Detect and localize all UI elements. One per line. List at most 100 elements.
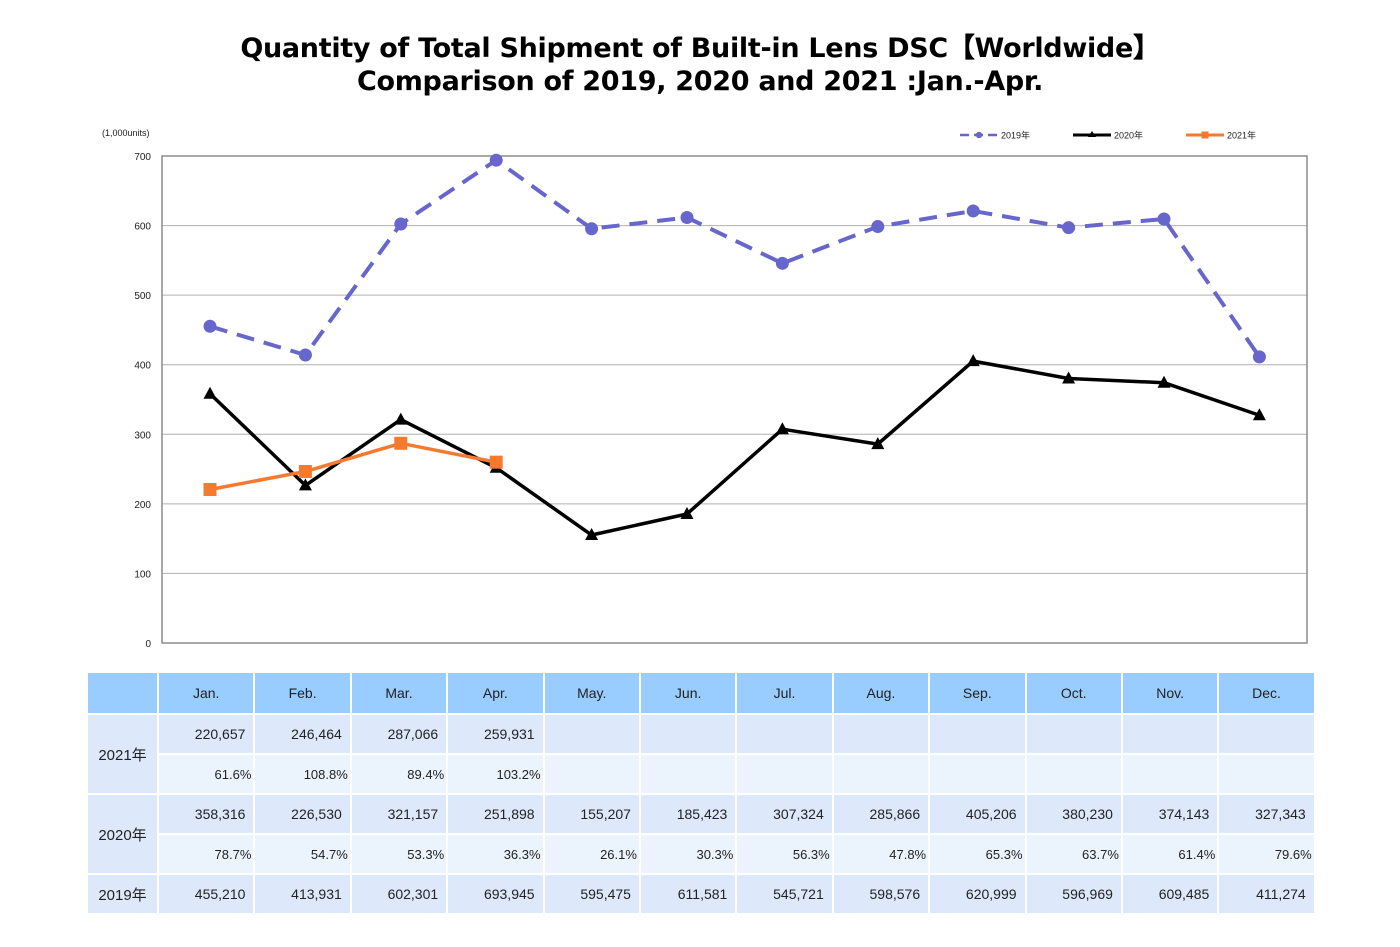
legend-marker bbox=[975, 131, 983, 139]
cell-quantity bbox=[640, 715, 736, 753]
cell-percent: 65.3% bbox=[930, 835, 1025, 873]
data-point bbox=[966, 354, 980, 367]
legend-label: 2020年 bbox=[1114, 130, 1143, 141]
cell-quantity: 374,143 bbox=[1122, 795, 1218, 833]
cell-quantity bbox=[1122, 715, 1218, 753]
cell-quantity: 185,423 bbox=[640, 795, 736, 833]
table-row: 2021年 220,657 246,464 287,066 259,931 bbox=[88, 715, 1314, 793]
legend-item: 2020年 bbox=[1073, 130, 1143, 141]
table-row-percent: 61.6% 108.8% 89.4% 103.2% bbox=[88, 755, 1314, 793]
y-axis-ticks: 0 100 200 300 400 500 600 700 bbox=[134, 152, 151, 650]
cell-quantity: 246,464 bbox=[255, 715, 350, 753]
series-line bbox=[209, 158, 1262, 359]
table-header-month: Nov. bbox=[1122, 673, 1218, 713]
plot-area bbox=[161, 155, 1308, 644]
data-point bbox=[585, 528, 599, 541]
cell-percent bbox=[737, 755, 832, 793]
data-point bbox=[394, 217, 408, 231]
cell-percent: 63.7% bbox=[1026, 835, 1121, 873]
data-point bbox=[1252, 350, 1266, 364]
data-point bbox=[871, 220, 885, 234]
cell-quantity bbox=[833, 715, 929, 753]
data-point bbox=[298, 348, 312, 362]
row-year-label: 2019年 bbox=[88, 875, 157, 913]
data-point bbox=[298, 465, 312, 479]
cell-percent: 36.3% bbox=[448, 835, 543, 873]
cell-quantity: 155,207 bbox=[544, 795, 639, 833]
cell-quantity: 380,230 bbox=[1026, 795, 1121, 833]
cell-quantity: 611,581 bbox=[640, 875, 736, 913]
cell-percent: 108.8% bbox=[255, 755, 350, 793]
y-tick-label: 700 bbox=[134, 152, 151, 163]
cell-quantity: 285,866 bbox=[833, 795, 929, 833]
cell-quantity: 693,945 bbox=[448, 875, 543, 913]
cell-quantity: 411,274 bbox=[1219, 875, 1314, 913]
table-header-month: Aug. bbox=[833, 673, 929, 713]
table-header-month: Mar. bbox=[351, 673, 447, 713]
cell-percent: 30.3% bbox=[640, 835, 736, 873]
cell-quantity: 226,530 bbox=[255, 795, 350, 833]
data-point bbox=[680, 211, 694, 225]
cell-quantity: 455,210 bbox=[159, 875, 254, 913]
cell-quantity bbox=[1026, 715, 1121, 753]
data-point bbox=[1157, 212, 1171, 226]
chart-subtitle: Comparison of 2019, 2020 and 2021 :Jan.-… bbox=[356, 66, 1044, 97]
table-header-month: Jan. bbox=[159, 673, 254, 713]
legend-label: 2019年 bbox=[1001, 130, 1030, 141]
cell-percent: 103.2% bbox=[448, 755, 543, 793]
table-header-month: Oct. bbox=[1026, 673, 1121, 713]
cell-quantity: 545,721 bbox=[737, 875, 832, 913]
data-point bbox=[203, 319, 217, 333]
cell-percent bbox=[544, 755, 639, 793]
row-year-label: 2020年 bbox=[88, 795, 157, 873]
table-header-month: May. bbox=[544, 673, 639, 713]
data-point bbox=[394, 412, 408, 425]
series-2019 bbox=[203, 153, 1266, 364]
cell-quantity: 405,206 bbox=[930, 795, 1025, 833]
y-tick-label: 400 bbox=[134, 361, 151, 372]
legend-label: 2021年 bbox=[1227, 130, 1256, 141]
legend-marker bbox=[1201, 131, 1209, 139]
cell-percent bbox=[833, 755, 929, 793]
cell-quantity bbox=[544, 715, 639, 753]
cell-quantity: 609,485 bbox=[1122, 875, 1218, 913]
line-chart: (1,000units) 0 100 200 300 400 500 600 700 2019… bbox=[102, 128, 1308, 650]
data-point bbox=[775, 256, 789, 270]
y-tick-label: 500 bbox=[134, 291, 151, 302]
cell-quantity: 259,931 bbox=[448, 715, 543, 753]
cell-quantity: 598,576 bbox=[833, 875, 929, 913]
cell-quantity: 358,316 bbox=[159, 795, 254, 833]
data-point bbox=[394, 436, 408, 450]
y-tick-label: 0 bbox=[145, 639, 151, 650]
data-point bbox=[871, 437, 885, 450]
series-2021 bbox=[203, 436, 503, 496]
y-tick-label: 100 bbox=[134, 569, 151, 580]
cell-quantity: 287,066 bbox=[351, 715, 447, 753]
table-row-percent: 78.7% 54.7% 53.3% 36.3% 26.1% 30.3% 56.3% 47.8%… bbox=[88, 835, 1314, 873]
cell-quantity: 220,657 bbox=[159, 715, 254, 753]
cell-quantity: 307,324 bbox=[737, 795, 832, 833]
cell-quantity: 596,969 bbox=[1026, 875, 1121, 913]
cell-percent: 78.7% bbox=[159, 835, 254, 873]
y-tick-label: 300 bbox=[134, 430, 151, 441]
table-header-month: Apr. bbox=[448, 673, 543, 713]
table-header-row: Jan. Feb. Mar. Apr. May. Jun. Jul. Aug. Sep. Oct.… bbox=[88, 673, 1314, 713]
cell-percent bbox=[640, 755, 736, 793]
y-axis-unit-label: (1,000units) bbox=[102, 128, 150, 138]
row-year-label: 2021年 bbox=[88, 715, 157, 793]
cell-quantity: 595,475 bbox=[544, 875, 639, 913]
table-header-month: Feb. bbox=[255, 673, 350, 713]
data-point bbox=[775, 422, 789, 435]
data-point bbox=[298, 478, 312, 491]
series-layer bbox=[203, 153, 1266, 541]
cell-quantity bbox=[1219, 715, 1314, 753]
cell-percent: 26.1% bbox=[544, 835, 639, 873]
data-point bbox=[1157, 375, 1171, 388]
legend-item: 2019年 bbox=[960, 130, 1030, 141]
y-tick-label: 200 bbox=[134, 500, 151, 511]
data-point bbox=[966, 204, 980, 218]
cell-quantity: 251,898 bbox=[448, 795, 543, 833]
cell-quantity: 620,999 bbox=[930, 875, 1025, 913]
table-header-month: Sep. bbox=[930, 673, 1025, 713]
table-row: 2020年 358,316 226,530 321,157 251,898 155,207… bbox=[88, 795, 1314, 873]
